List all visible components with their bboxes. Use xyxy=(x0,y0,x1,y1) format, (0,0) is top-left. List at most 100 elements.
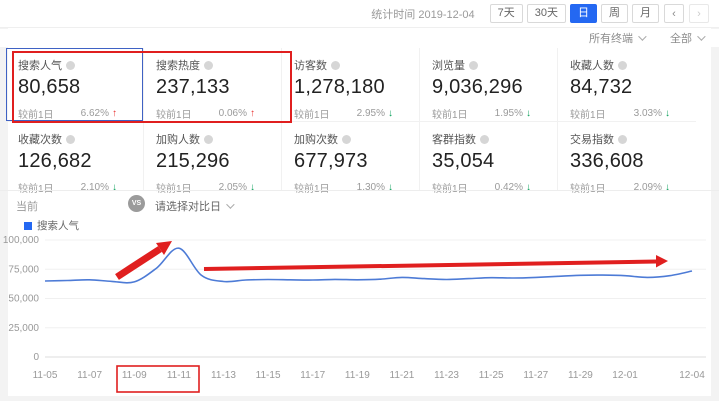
metric-card[interactable]: 搜索热度 237,133 较前1日 0.06% ↑ xyxy=(144,48,282,122)
x-axis-tick-label: 11-19 xyxy=(345,370,370,381)
terminal-filter-dropdown[interactable]: 所有终端 xyxy=(589,30,647,46)
metric-value: 126,682 xyxy=(18,150,92,172)
chevron-down-icon xyxy=(638,32,647,41)
trend-arrow-icon: ↓ xyxy=(526,182,531,193)
metric-card[interactable]: 浏览量 9,036,296 较前1日 1.95% ↓ xyxy=(420,48,558,122)
compare-label: 较前1日 xyxy=(18,180,54,195)
y-axis-tick-label: 100,000 xyxy=(3,235,40,246)
chevron-down-icon xyxy=(226,200,235,209)
trend-arrow-icon: ↓ xyxy=(250,182,255,193)
date-range-button-group: 7天 30天日周月 xyxy=(489,4,659,23)
trend-arrow-icon: ↓ xyxy=(665,182,670,193)
prev-period-button[interactable]: ‹ xyxy=(664,4,684,23)
metric-label: 访客数 xyxy=(294,60,327,72)
compare-label: 较前1日 xyxy=(294,110,330,121)
x-axis-tick-label: 11-05 xyxy=(33,370,58,381)
metric-value: 84,732 xyxy=(570,76,633,98)
compare-date-select[interactable]: 请选择对比日 xyxy=(155,198,235,214)
change-percent: 1.95% xyxy=(494,108,523,119)
info-icon xyxy=(618,60,627,70)
info-icon xyxy=(66,60,75,70)
info-icon xyxy=(342,134,351,144)
divider xyxy=(0,190,719,191)
series-line xyxy=(44,247,693,284)
x-axis-tick-label: 11-09 xyxy=(122,370,147,381)
y-axis-tick-label: 0 xyxy=(33,352,39,363)
metric-label: 加购次数 xyxy=(294,134,338,146)
info-icon xyxy=(204,134,213,144)
terminal-filter-label: 所有终端 xyxy=(589,33,633,45)
range-button-30天[interactable]: 30天 xyxy=(526,4,566,23)
info-icon xyxy=(469,60,478,70)
trend-arrow-icon: ↓ xyxy=(526,108,531,119)
metric-cards-grid: 搜索人气 80,658 较前1日 6.62% ↑ 搜索热度 237,133 较前… xyxy=(6,48,696,196)
y-axis-tick-label: 50,000 xyxy=(8,294,39,305)
x-axis-tick-label: 11-17 xyxy=(300,370,325,381)
change-percent: 2.05% xyxy=(218,182,247,193)
change-percent: 2.10% xyxy=(80,182,109,193)
range-button-日[interactable]: 日 xyxy=(570,4,597,23)
range-button-月[interactable]: 月 xyxy=(632,4,659,23)
compare-bar: 当前 VS 请选择对比日 xyxy=(0,194,719,216)
y-axis-tick-label: 75,000 xyxy=(8,264,39,275)
scope-filter-dropdown[interactable]: 全部 xyxy=(670,30,706,46)
compare-label: 较前1日 xyxy=(432,180,468,195)
metric-label: 浏览量 xyxy=(432,60,465,72)
range-button-周[interactable]: 周 xyxy=(601,4,628,23)
trend-line-chart[interactable]: 0 25,000 50,000 75,000 100,000 11-05 11-07 11-0… xyxy=(0,232,711,396)
metric-label: 搜索人气 xyxy=(18,60,62,72)
info-icon xyxy=(204,60,213,70)
metric-card[interactable]: 收藏次数 126,682 较前1日 2.10% ↓ xyxy=(6,122,144,195)
metric-card[interactable]: 加购次数 677,973 较前1日 1.30% ↓ xyxy=(282,122,420,195)
x-axis-tick-label: 11-27 xyxy=(523,370,548,381)
metric-card[interactable]: 收藏人数 84,732 较前1日 3.03% ↓ xyxy=(558,48,696,122)
chart-legend: 搜索人气 xyxy=(24,218,79,233)
metric-value: 237,133 xyxy=(156,76,230,98)
range-button-7天[interactable]: 7天 xyxy=(489,4,523,23)
trend-arrow-icon: ↑ xyxy=(250,108,255,119)
metric-card[interactable]: 加购人数 215,296 较前1日 2.05% ↓ xyxy=(144,122,282,195)
compare-label: 较前1日 xyxy=(570,180,606,195)
x-axis-tick-label: 11-15 xyxy=(256,370,281,381)
x-axis-tick-label: 11-29 xyxy=(568,370,593,381)
metric-label: 加购人数 xyxy=(156,134,200,146)
change-percent: 6.62% xyxy=(80,108,109,119)
compare-label: 较前1日 xyxy=(156,110,192,121)
chevron-down-icon xyxy=(697,32,706,41)
compare-label: 较前1日 xyxy=(294,180,330,195)
trend-arrow-icon: ↑ xyxy=(112,108,117,119)
info-icon xyxy=(618,134,627,144)
metric-value: 35,054 xyxy=(432,150,495,172)
metric-card[interactable]: 访客数 1,278,180 较前1日 2.95% ↓ xyxy=(282,48,420,122)
metric-value: 9,036,296 xyxy=(432,76,523,98)
metric-card[interactable]: 客群指数 35,054 较前1日 0.42% ↓ xyxy=(420,122,558,195)
metric-value: 215,296 xyxy=(156,150,230,172)
current-label: 当前 xyxy=(16,201,38,213)
metric-card[interactable]: 交易指数 336,608 较前1日 2.09% ↓ xyxy=(558,122,696,195)
trend-arrow-icon: ↓ xyxy=(388,108,393,119)
change-percent: 0.06% xyxy=(218,108,247,119)
metric-label: 客群指数 xyxy=(432,134,476,146)
x-axis-tick-label: 12-04 xyxy=(679,370,705,381)
compare-label: 较前1日 xyxy=(570,110,606,121)
metric-value: 80,658 xyxy=(18,76,81,98)
topbar: 统计时间 2019-12-04 7天 30天日周月 ‹ › xyxy=(0,0,719,28)
change-percent: 0.42% xyxy=(494,182,523,193)
compare-label: 较前1日 xyxy=(18,110,54,121)
y-axis-tick-label: 25,000 xyxy=(8,323,39,334)
metric-label: 搜索热度 xyxy=(156,60,200,72)
next-period-button[interactable]: › xyxy=(689,4,709,23)
metric-label: 收藏人数 xyxy=(570,60,614,72)
stat-time-label: 统计时间 2019-12-04 xyxy=(371,8,475,21)
x-axis-tick-label: 11-23 xyxy=(434,370,459,381)
metric-card[interactable]: 搜索人气 80,658 较前1日 6.62% ↑ xyxy=(6,48,144,122)
x-axis-tick-label: 11-11 xyxy=(167,370,192,381)
info-icon xyxy=(66,134,75,144)
change-percent: 3.03% xyxy=(633,108,662,119)
x-axis-tick-label: 11-25 xyxy=(479,370,504,381)
info-icon xyxy=(480,134,489,144)
metric-value: 1,278,180 xyxy=(294,76,385,98)
x-axis-tick-label: 11-07 xyxy=(77,370,102,381)
info-icon xyxy=(331,60,340,70)
change-percent: 2.09% xyxy=(633,182,662,193)
